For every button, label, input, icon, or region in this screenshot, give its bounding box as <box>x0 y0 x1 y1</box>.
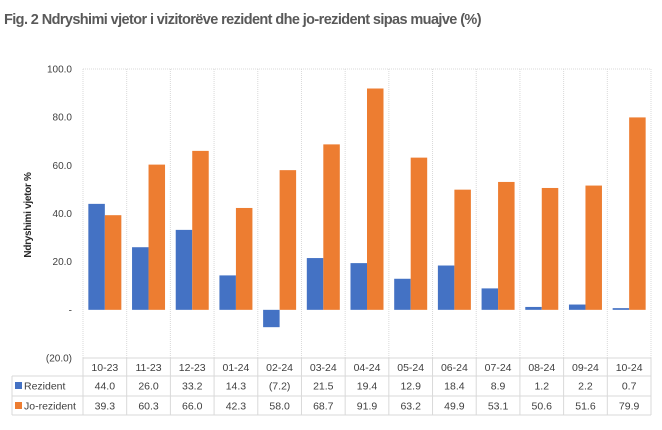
x-tick-label: 01-24 <box>222 362 249 374</box>
x-tick-label: 10-23 <box>91 362 118 374</box>
bar-rezident-10-24 <box>612 308 630 310</box>
data-label: 44.0 <box>95 381 116 393</box>
bar-jo-rezident-05-24 <box>410 157 428 310</box>
y-tick-label: 40.0 <box>53 209 73 220</box>
gridlines <box>82 68 652 358</box>
data-label: 26.0 <box>138 381 159 393</box>
bar-rezident-11-23 <box>132 247 149 310</box>
data-label: 12.9 <box>400 381 421 393</box>
data-label: 63.2 <box>400 401 421 413</box>
x-tick-label: 05-24 <box>397 362 424 374</box>
bar-jo-rezident-01-24 <box>235 207 253 310</box>
data-label: 79.9 <box>619 401 640 413</box>
x-tick-label: 02-24 <box>266 362 293 374</box>
bar-jo-rezident-10-24 <box>629 117 646 310</box>
data-label: 2.2 <box>578 381 593 393</box>
y-tick-label: 60.0 <box>53 161 73 172</box>
y-tick-label: 100.0 <box>47 65 72 76</box>
data-label: 60.3 <box>138 401 159 413</box>
data-label: 8.9 <box>491 381 506 393</box>
data-label: 0.7 <box>622 381 637 393</box>
data-label: 33.2 <box>182 381 203 393</box>
legend-swatch-jo-rezident <box>15 402 22 409</box>
bar-jo-rezident-02-24 <box>279 170 297 310</box>
y-tick-label: 20.0 <box>53 257 73 268</box>
x-tick-label: 10-24 <box>616 362 643 374</box>
chart-title: Fig. 2 Ndryshimi vjetor i vizitorëve rez… <box>4 12 482 28</box>
bar-rezident-05-24 <box>394 278 411 310</box>
x-tick-label: 06-24 <box>441 362 468 374</box>
bar-rezident-07-24 <box>481 288 499 310</box>
data-label: 14.3 <box>226 381 247 393</box>
bar-jo-rezident-07-24 <box>498 181 515 310</box>
data-label: 21.5 <box>313 381 334 393</box>
bar-rezident-01-24 <box>219 275 236 310</box>
data-label: 18.4 <box>444 381 465 393</box>
data-label: 91.9 <box>357 401 378 413</box>
bar-jo-rezident-03-24 <box>323 144 340 310</box>
bar-jo-rezident-10-23 <box>104 215 122 310</box>
data-label: (7.2) <box>269 381 291 393</box>
bar-jo-rezident-09-24 <box>585 185 602 310</box>
data-table: 10-23 11-23 12-23 01-24 02-24 03-24 04-24 05-24… <box>11 357 652 416</box>
data-label: 58.0 <box>269 401 290 413</box>
bar-jo-rezident-12-23 <box>192 150 209 310</box>
x-tick-label: 12-23 <box>179 362 206 374</box>
x-tick-label: 03-24 <box>310 362 337 374</box>
data-label: 51.6 <box>575 401 596 413</box>
bar-rezident-06-24 <box>437 265 455 310</box>
bar-jo-rezident-08-24 <box>541 187 559 310</box>
bar-rezident-12-23 <box>175 229 193 310</box>
bar-jo-rezident-04-24 <box>367 88 384 310</box>
data-label: 50.6 <box>532 401 553 413</box>
bar-rezident-04-24 <box>350 263 367 310</box>
data-label: 39.3 <box>95 401 116 413</box>
y-axis-label: Ndryshimi vjetor % <box>23 172 34 258</box>
bar-rezident-02-24 <box>263 309 280 328</box>
y-tick-label: - <box>69 305 72 316</box>
y-tick-label: 80.0 <box>53 113 73 124</box>
data-label: 53.1 <box>488 401 509 413</box>
data-label: 42.3 <box>226 401 247 413</box>
bar-rezident-08-24 <box>525 306 542 310</box>
bar-jo-rezident-11-23 <box>148 164 166 310</box>
bar-rezident-10-23 <box>88 203 105 310</box>
y-axis-ticks: 100.0 80.0 60.0 40.0 20.0 - (20.0) <box>46 65 73 365</box>
legend-label: Jo-rezident <box>24 401 76 413</box>
bar-jo-rezident-06-24 <box>454 189 471 310</box>
bars <box>88 88 646 328</box>
bar-rezident-03-24 <box>306 258 324 310</box>
data-label: 19.4 <box>357 381 378 393</box>
data-label: 68.7 <box>313 401 334 413</box>
data-label: 1.2 <box>534 381 549 393</box>
x-tick-label: 11-23 <box>135 362 161 374</box>
x-tick-label: 07-24 <box>485 362 512 374</box>
data-label: 49.9 <box>444 401 465 413</box>
x-tick-label: 08-24 <box>528 362 555 374</box>
legend-label: Rezident <box>24 381 66 393</box>
x-tick-label: 09-24 <box>572 362 599 374</box>
data-label: 66.0 <box>182 401 203 413</box>
bar-rezident-09-24 <box>568 304 586 310</box>
y-tick-label: (20.0) <box>46 354 72 365</box>
x-tick-label: 04-24 <box>354 362 381 374</box>
legend-swatch-rezident <box>15 382 22 389</box>
